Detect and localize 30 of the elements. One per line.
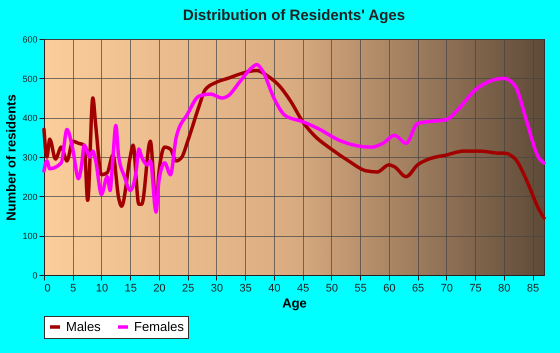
x-tick-label: 10 bbox=[96, 282, 108, 294]
x-tick-label: 80 bbox=[498, 282, 510, 294]
x-tick-label: 70 bbox=[440, 282, 453, 294]
legend-label: Males bbox=[66, 319, 102, 334]
x-tick-label: 50 bbox=[326, 282, 338, 294]
y-axis-title: Number of residents bbox=[3, 94, 18, 221]
x-tick-label: 0 bbox=[44, 282, 51, 294]
legend-label: Females bbox=[134, 319, 184, 334]
x-tick-label: 40 bbox=[268, 282, 281, 294]
x-tick-label: 15 bbox=[124, 282, 137, 294]
x-tick-label: 35 bbox=[240, 282, 252, 294]
y-tick-label: 100 bbox=[22, 231, 38, 242]
chart-title: Distribution of Residents' Ages bbox=[182, 7, 406, 24]
y-tick-label: 500 bbox=[22, 74, 38, 84]
x-tick-label: 25 bbox=[182, 282, 194, 294]
y-tick-label: 0 bbox=[32, 270, 38, 280]
x-tick-label: 45 bbox=[296, 282, 310, 294]
y-tick-label: 300 bbox=[22, 152, 38, 162]
x-tick-label: 75 bbox=[469, 282, 482, 294]
x-tick-label: 55 bbox=[354, 282, 367, 294]
x-tick-label: 85 bbox=[526, 282, 540, 294]
y-tick-label: 200 bbox=[22, 192, 38, 202]
y-tick-label: 400 bbox=[22, 113, 38, 124]
x-axis-title: Age bbox=[282, 296, 307, 310]
x-tick-label: 5 bbox=[70, 282, 76, 294]
x-tick-label: 65 bbox=[412, 282, 424, 294]
y-tick-label: 600 bbox=[22, 34, 38, 44]
x-tick-label: 20 bbox=[153, 282, 166, 294]
x-tick-label: 60 bbox=[383, 282, 396, 294]
x-tick-label: 30 bbox=[210, 282, 224, 294]
